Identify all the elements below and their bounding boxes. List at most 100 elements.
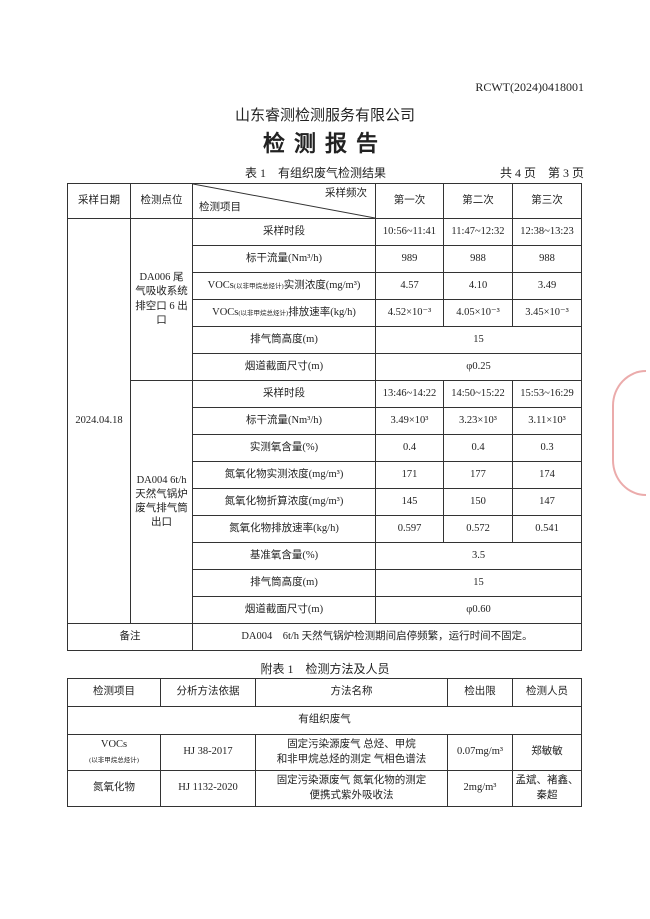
item-name: VOCs [212, 306, 239, 318]
table-header-row: 采样日期 检测点位 采样频次 检测项目 第一次 第二次 第三次 [67, 183, 582, 219]
section-title: 有组织废气 [298, 714, 351, 726]
item-name: 氮氧化物排放速率(kg/h) [229, 522, 339, 534]
cell-value: 0.572 [466, 522, 490, 534]
cell-value: 174 [539, 468, 555, 480]
cell-value: 171 [401, 468, 418, 480]
item-note: (以非甲烷总烃计) [233, 282, 284, 290]
header-first: 第一次 [393, 194, 426, 206]
table-row: 排气筒高度(m) 15 [68, 569, 582, 597]
merged-value: 3.5 [471, 549, 486, 561]
merged-value: 15 [473, 576, 484, 588]
cell-value: 988 [539, 252, 555, 264]
cell-value: 988 [470, 252, 486, 264]
seal-stamp [612, 370, 646, 496]
methods-table: 检测项目 分析方法依据 方法名称 检出限 检测人员有组织废气 VOCs (以非甲烷总烃计) H… [67, 678, 582, 807]
table-row: 排气筒高度(m) 15 [68, 326, 582, 354]
cell-value: 3.49×10³ [390, 414, 429, 426]
table-row: VOCs(以非甲烷总烃计)实测浓度(mg/m³) 4.57 4.10 3.49 [68, 272, 582, 300]
item-name: 实测氧含量(%) [249, 441, 319, 453]
cell-value: 0.541 [535, 522, 559, 534]
remark-text: DA004 6t/h 天然气锅炉检测期间启停频繁，运行时间不固定。 [241, 630, 533, 642]
table-row: 烟道截面尺寸(m) φ0.25 [68, 353, 582, 381]
method-name-line1: 固定污染源废气 总烃、甲烷 [287, 739, 416, 751]
table-row: DA004 6t/h 天然气锅炉废气排气筒出口 采样时段 13:46~14:22 14… [68, 380, 582, 624]
item-name: 基准氧含量(%) [249, 549, 319, 561]
header-point: 检测点位 [140, 194, 183, 206]
section-row: 有组织废气 [67, 706, 582, 735]
company-name: 山东睿测检测服务有限公司 [234, 108, 415, 124]
table-row: VOCs (以非甲烷总烃计) HJ 38-2017 固定污染源废气 总烃、甲烷 和非甲烷… [67, 734, 582, 771]
merged-value: 15 [473, 333, 484, 345]
item-name-suffix: 排放速率(kg/h) [288, 306, 356, 318]
staff: 孟斌、褚鑫、秦超 [515, 775, 579, 801]
item-name: 排气筒高度(m) [250, 576, 318, 588]
table-row: VOCs(以非甲烷总烃计)排放速率(kg/h) 4.52×10⁻³ 4.05×10⁻… [68, 299, 582, 327]
cell-value: 11:47~12:32 [451, 225, 505, 237]
column-header: 检出限 [464, 686, 496, 698]
cell-value: 3.45×10⁻³ [525, 306, 569, 318]
item-name: 采样时段 [263, 225, 305, 237]
item-name: 排气筒高度(m) [250, 333, 318, 345]
cell-value: 150 [470, 495, 486, 507]
item-name: VOCs [100, 739, 128, 751]
report-number: RCWT(2024)0418001 [475, 80, 584, 94]
item-name: 采样时段 [263, 387, 305, 399]
cell-value: 3.23×10³ [459, 414, 497, 426]
table1-caption: 表 1 有组织废气检测结果 [245, 166, 387, 180]
header-item: 检测项目 [199, 201, 241, 213]
cell-value: 4.10 [468, 279, 488, 291]
table-row: 实测氧含量(%) 0.4 0.4 0.3 [68, 434, 582, 462]
cell-value: 145 [401, 495, 418, 507]
method-name-line2: 和非甲烷总烃的测定 气相色谱法 [276, 753, 427, 765]
cell-value: 147 [539, 495, 555, 507]
cell-value: 4.52×10⁻³ [387, 306, 432, 318]
header-date: 采样日期 [78, 194, 120, 206]
cell-value: 177 [470, 468, 486, 480]
method-name-line1: 固定污染源废气 氮氧化物的测定 [276, 775, 427, 787]
merged-value: φ0.60 [466, 603, 491, 615]
item-name: 氮氧化物实测浓度(mg/m³) [224, 468, 344, 480]
cell-value: 0.4 [402, 441, 417, 453]
column-header: 分析方法依据 [176, 686, 240, 698]
page-info: 共 4 页 第 3 页 [499, 166, 584, 180]
staff: 郑敏敏 [531, 746, 563, 758]
column-header: 方法名称 [330, 686, 373, 698]
site-name: DA006 尾气吸收系统排空口 6 出口 [135, 272, 188, 326]
cell-value: 4.05×10⁻³ [456, 306, 500, 318]
site-name: DA004 6t/h 天然气锅炉废气排气筒出口 [135, 474, 188, 529]
cell-value: 12:38~13:23 [520, 225, 574, 237]
sampling-date: 2024.04.18 [75, 414, 123, 426]
remark-label: 备注 [119, 630, 141, 642]
table-row: 标干流量(Nm³/h) 3.49×10³ 3.23×10³ 3.11×10³ [68, 407, 582, 435]
emission-results-table: 采样日期 检测点位 采样频次 检测项目 第一次 第二次 第三次 2024.04.18 DA006… [67, 183, 582, 651]
table-row: 基准氧含量(%) 3.5 [68, 542, 582, 570]
column-header: 检测人员 [526, 686, 568, 698]
cell-value: 0.3 [540, 441, 554, 453]
cell-value: 989 [401, 252, 418, 264]
cell-value: 15:53~16:29 [520, 387, 574, 399]
table-row: 2024.04.18 DA006 尾气吸收系统排空口 6 出口 采样时段 10:56~… [67, 218, 582, 624]
remark-row: 备注 DA004 6t/h 天然气锅炉检测期间启停频繁，运行时间不固定。 [67, 623, 582, 651]
item-note: (以非甲烷总烃计) [89, 756, 139, 764]
item-name: 标干流量(Nm³/h) [245, 414, 323, 426]
cell-value: 0.4 [471, 441, 485, 453]
item-name: 氮氧化物 [93, 782, 135, 794]
cell-value: 3.11×10³ [528, 414, 566, 426]
item-note: (以非甲烷总烃计) [238, 309, 289, 317]
column-header: 检测项目 [93, 686, 135, 698]
cell-value: 4.57 [400, 279, 419, 291]
table-row: 氮氧化物实测浓度(mg/m³) 171 177 174 [68, 461, 582, 489]
report-title: 检测报告 [262, 132, 387, 157]
table2-caption: 附表 1 检测方法及人员 [260, 662, 390, 676]
item-name: 烟道截面尺寸(m) [244, 603, 324, 615]
method-basis: HJ 38-2017 [183, 746, 233, 758]
item-name: 标干流量(Nm³/h) [245, 252, 323, 264]
item-name: 氮氧化物折算浓度(mg/m³) [224, 495, 344, 507]
method-name-line2: 便携式紫外吸收法 [309, 789, 394, 801]
table-row: 氮氧化物 HJ 1132-2020 固定污染源废气 氮氧化物的测定 便携式紫外吸收法 2… [67, 770, 582, 807]
header-frequency: 采样频次 [325, 188, 367, 199]
diagonal-header: 采样频次检测项目 [192, 183, 376, 219]
cell-value: 14:50~15:22 [451, 387, 505, 399]
item-name: VOCs [207, 279, 234, 291]
item-name-suffix: 实测浓度(mg/m³) [283, 279, 361, 291]
